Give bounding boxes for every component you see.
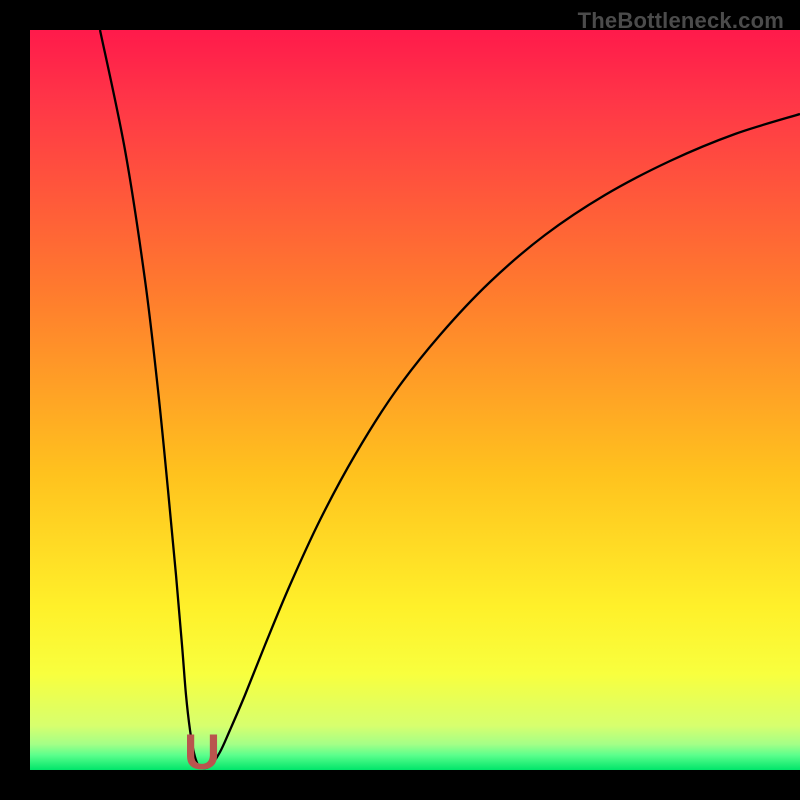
watermark-text: TheBottleneck.com: [578, 8, 784, 34]
u-marker: U: [184, 727, 220, 777]
chart-frame: U TheBottleneck.com: [0, 0, 800, 800]
plot-area: U: [30, 30, 800, 770]
bottleneck-curve: [100, 30, 800, 768]
curve-svg: [30, 30, 800, 770]
